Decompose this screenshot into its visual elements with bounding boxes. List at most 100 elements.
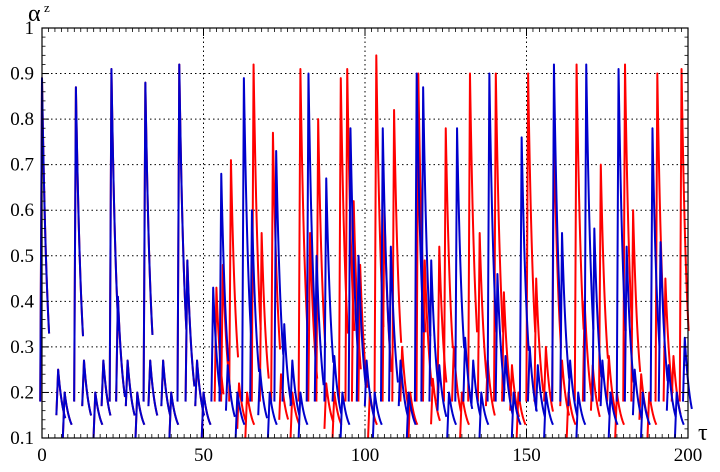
series-spike xyxy=(142,81,154,402)
series-spike xyxy=(249,209,261,402)
series-spike xyxy=(533,277,545,402)
series-spike xyxy=(535,364,546,418)
series-spike xyxy=(234,391,246,439)
series-spike xyxy=(630,209,642,402)
y-axis-title: α xyxy=(28,1,41,27)
series-spike xyxy=(331,391,343,439)
data-series xyxy=(39,54,693,439)
series-spike xyxy=(543,345,554,412)
y-axis-title-superscript: z xyxy=(44,0,50,15)
series-spike xyxy=(486,72,498,402)
series-spike xyxy=(347,127,359,402)
series-spike xyxy=(379,127,391,402)
tick-marks xyxy=(41,27,689,439)
y-tick-label: 0.6 xyxy=(10,200,34,221)
series-spike xyxy=(551,127,563,402)
series-spike xyxy=(607,391,619,439)
series-spike xyxy=(224,364,236,418)
series-spike xyxy=(115,295,127,402)
series-spike xyxy=(305,72,317,402)
series-spike xyxy=(606,355,617,415)
series-spike xyxy=(39,77,51,402)
series-spike xyxy=(339,391,351,439)
series-spike xyxy=(100,359,112,416)
series-spike xyxy=(124,359,136,416)
series-spike xyxy=(430,377,441,425)
series-spike xyxy=(323,382,335,429)
y-tick-label: 0.5 xyxy=(10,246,34,267)
y-tick-label: 0.2 xyxy=(10,382,34,403)
series-spike xyxy=(355,254,367,402)
series-spike xyxy=(615,68,627,402)
series-spike xyxy=(501,291,512,402)
y-tick-label: 0.4 xyxy=(10,291,34,312)
series-spike xyxy=(241,77,252,402)
series-spike xyxy=(278,373,290,420)
series-spike xyxy=(228,159,240,402)
y-tick-label: 0.7 xyxy=(10,155,34,176)
series-spike xyxy=(407,391,419,439)
series-spike xyxy=(599,359,611,416)
series-spike xyxy=(331,355,343,415)
series-spike xyxy=(184,259,196,402)
series-spike xyxy=(583,63,595,402)
y-tick-label: 0.9 xyxy=(10,64,34,85)
series-spike xyxy=(551,63,563,402)
series-spike xyxy=(665,364,677,418)
x-tick-label: 150 xyxy=(512,445,541,466)
x-tick-label: 100 xyxy=(351,445,380,466)
series-spike xyxy=(236,382,248,429)
series-spike xyxy=(591,227,603,402)
grid-lines xyxy=(42,28,688,438)
series-spike xyxy=(470,359,482,416)
series-spike xyxy=(420,86,432,402)
series-spike xyxy=(73,86,85,402)
series-spike xyxy=(428,259,440,402)
series-spike xyxy=(323,177,335,402)
x-tick-label: 200 xyxy=(674,445,703,466)
series-spike xyxy=(494,273,506,402)
y-tick-label: 0.1 xyxy=(10,428,34,449)
series-spike xyxy=(598,163,609,402)
series-spike xyxy=(678,68,690,402)
series-spike xyxy=(371,391,383,439)
series-spike xyxy=(454,127,466,402)
x-tick-labels: 0 50 100 150 200 xyxy=(37,445,702,466)
series-spike xyxy=(567,359,579,416)
series-spike xyxy=(258,232,270,402)
series-spike xyxy=(525,72,537,402)
series-spike xyxy=(622,63,634,402)
series-spike xyxy=(388,245,399,402)
series-spike xyxy=(147,359,159,416)
series-spike xyxy=(168,391,180,439)
series-spike xyxy=(250,63,262,402)
series-spike xyxy=(289,391,301,439)
series-spike xyxy=(662,277,674,402)
series-spike xyxy=(363,359,375,416)
series-spike xyxy=(176,63,188,402)
series-spike xyxy=(397,359,409,416)
series-spike xyxy=(518,136,530,402)
series-spike xyxy=(623,245,635,402)
series-spike xyxy=(200,391,212,439)
series-spike xyxy=(92,391,104,439)
series-spike xyxy=(510,391,522,439)
series-spike xyxy=(257,368,269,419)
series-spike xyxy=(467,72,479,402)
series-spike xyxy=(134,391,146,439)
series-blue xyxy=(39,63,693,439)
series-spike xyxy=(631,368,643,419)
series-spike xyxy=(559,232,571,402)
series-spike xyxy=(442,127,454,402)
series-spike xyxy=(573,63,585,402)
series-spike xyxy=(543,391,554,439)
series-spike xyxy=(575,391,587,439)
y-tick-label: 1 xyxy=(25,18,35,39)
series-spike xyxy=(478,391,490,439)
series-spike xyxy=(81,359,93,416)
series-spike xyxy=(297,391,309,439)
series-spike xyxy=(649,127,661,402)
series-spike xyxy=(673,391,685,439)
series-spike xyxy=(476,232,488,402)
y-tick-labels: 0.1 0.2 0.3 0.4 0.5 0.6 0.7 0.8 0.9 1 xyxy=(10,18,34,449)
